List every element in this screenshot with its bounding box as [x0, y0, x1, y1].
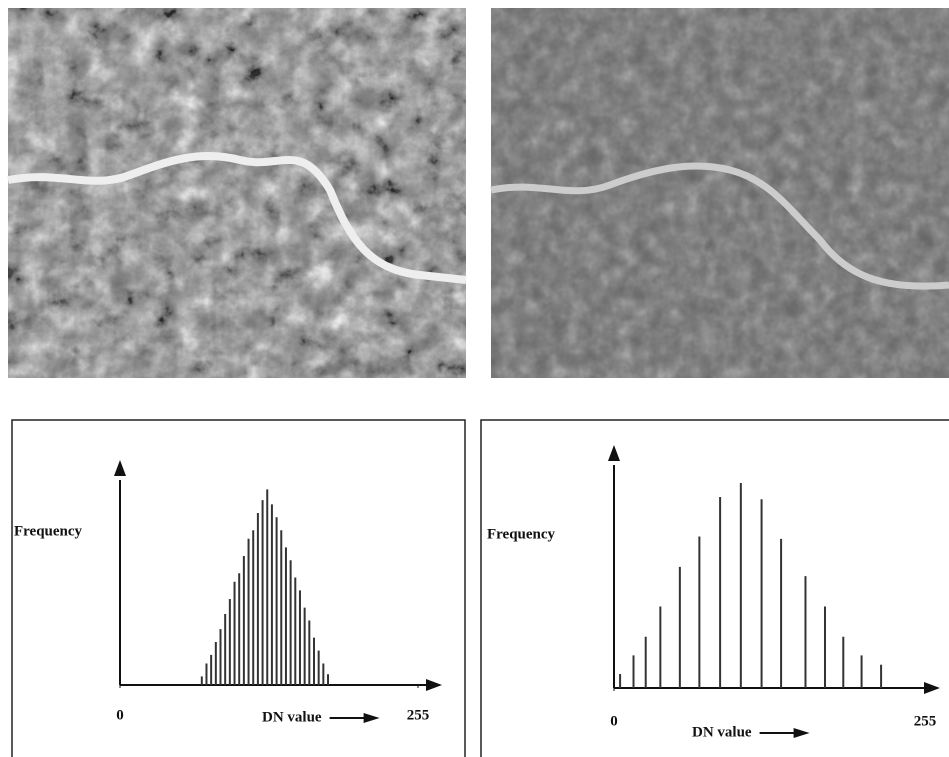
x-tick-label: 255 — [914, 713, 937, 729]
x-axis-label: DN value — [262, 709, 322, 725]
image-after — [491, 8, 949, 378]
figure: Frequency DN value 0 255 Frequency DN value 0 2… — [0, 0, 949, 757]
x-tick-label: 0 — [610, 713, 618, 729]
x-label-arrowhead — [794, 728, 810, 738]
x-axis-arrow — [924, 682, 940, 694]
x-label-arrowhead — [364, 713, 380, 723]
y-axis-arrow — [608, 445, 620, 461]
panel-frame — [481, 420, 949, 757]
x-tick-label: 0 — [116, 707, 124, 723]
y-axis-arrow — [114, 460, 126, 476]
y-axis-label: Frequency — [14, 523, 83, 539]
x-axis-label: DN value — [692, 724, 752, 740]
y-axis-label: Frequency — [487, 526, 556, 542]
x-axis-arrow — [426, 679, 442, 691]
x-tick-label: 255 — [407, 707, 430, 723]
image-before — [8, 8, 466, 378]
